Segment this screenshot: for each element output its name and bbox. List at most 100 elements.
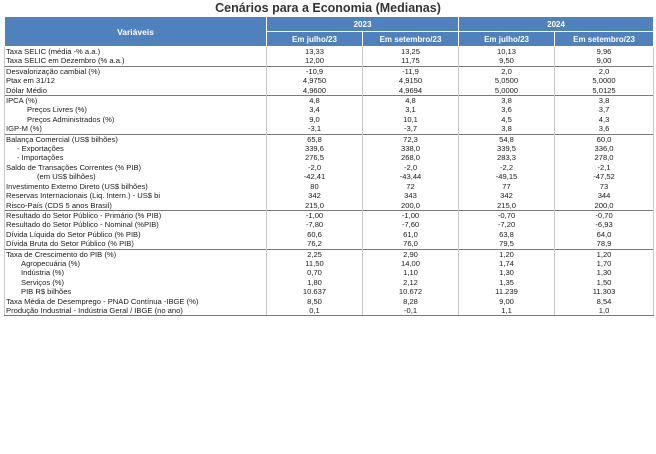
table-row: Indústria (%) 0,70 1,10 1,30 1,30 bbox=[4, 268, 655, 278]
row-label: Serviços (%) bbox=[4, 277, 267, 288]
cell-value: 9,96 bbox=[554, 46, 655, 57]
cell-value: 61,0 bbox=[361, 229, 459, 240]
cell-value: -2,2 bbox=[458, 162, 555, 173]
cell-value: 4,9150 bbox=[361, 76, 459, 86]
cell-value: 3,6 bbox=[458, 105, 555, 115]
row-label: - Exportações bbox=[4, 144, 267, 154]
cell-value: 73 bbox=[554, 181, 655, 192]
cell-value: 276,5 bbox=[266, 153, 363, 163]
cell-value: -0,70 bbox=[554, 209, 655, 221]
cell-value: -3,7 bbox=[361, 124, 459, 135]
row-label: Dívida Líquida do Setor Público (% PIB) bbox=[4, 229, 267, 240]
cell-value: -42,41 bbox=[266, 172, 363, 182]
cell-value: 3,6 bbox=[554, 124, 655, 135]
cell-value: -47,52 bbox=[554, 172, 655, 182]
cell-value: 2,90 bbox=[361, 248, 459, 259]
cell-value: 1,20 bbox=[458, 248, 555, 259]
subcol-2023-september: Em setembro/23 bbox=[361, 31, 460, 47]
cell-value: 1,0 bbox=[554, 305, 655, 317]
row-label: Desvalorização cambial (%) bbox=[4, 65, 267, 77]
cell-value: 200,0 bbox=[361, 200, 459, 211]
cell-value: 4,9750 bbox=[266, 76, 363, 86]
cell-value: 1,35 bbox=[458, 277, 555, 288]
row-label: Reservas Internacionais (Liq. Intern.) -… bbox=[4, 191, 267, 201]
cell-value: 11,75 bbox=[361, 56, 459, 67]
table-row: Desvalorização cambial (%) -10,9 -11,9 2,0 2… bbox=[4, 65, 655, 77]
table-row: Investimento Externo Direto (US$ bilhões… bbox=[4, 181, 655, 192]
cell-value: -3,1 bbox=[266, 124, 363, 135]
year-header-2023: 2023 bbox=[265, 16, 460, 32]
cell-value: 1,1 bbox=[458, 305, 555, 317]
table-row: IGP-M (%) -3,1 -3,7 3,8 3,6 bbox=[4, 124, 655, 135]
cell-value: -49,15 bbox=[458, 172, 555, 182]
table-row: Taxa SELIC (média -% a.a.) 13,33 13,25 10,1… bbox=[4, 46, 655, 57]
table-row: - Exportações 339,6 338,0 339,5 336,0 bbox=[4, 144, 655, 154]
cell-value: 1,80 bbox=[266, 277, 363, 288]
cell-value: 72 bbox=[361, 181, 459, 192]
cell-value: -6,93 bbox=[554, 220, 655, 230]
table-row: Produção Industrial - Indústria Geral / … bbox=[4, 305, 655, 317]
cell-value: 60,0 bbox=[554, 133, 655, 145]
cell-value: 78,9 bbox=[554, 239, 655, 250]
table-row: Taxa de Crescimento do PIB (%) 2,25 2,90 1,… bbox=[4, 248, 655, 259]
cell-value: 60,6 bbox=[266, 229, 363, 240]
cell-value: 283,3 bbox=[458, 153, 555, 163]
cell-value: 14,00 bbox=[361, 258, 459, 269]
cell-value: 80 bbox=[266, 181, 363, 192]
table-row: Taxa SELIC em Dezembro (% a.a.) 12,00 11,7… bbox=[4, 56, 655, 67]
table-body: Taxa SELIC (média -% a.a.) 13,33 13,25 10,1… bbox=[4, 46, 655, 317]
cell-value: -43,44 bbox=[361, 172, 459, 182]
cell-value: 2,0 bbox=[554, 65, 655, 77]
table-row: Taxa Média de Desemprego - PNAD Contínua… bbox=[4, 296, 655, 306]
cell-value: -11,9 bbox=[361, 65, 459, 77]
row-label: Taxa SELIC (média -% a.a.) bbox=[4, 46, 267, 57]
table-row: Preços Livres (%) 3,4 3,1 3,6 3,7 bbox=[4, 105, 655, 115]
cell-value: 344 bbox=[554, 191, 655, 201]
row-label: Resultado do Setor Público - Primário (%… bbox=[4, 209, 267, 221]
table-row: Dívida Líquida do Setor Público (% PIB) 6… bbox=[4, 229, 655, 240]
table-row: Risco-País (CDS 5 anos Brasil) 215,0 200,0… bbox=[4, 200, 655, 211]
cell-value: 0,70 bbox=[266, 268, 363, 278]
cell-value: 1,50 bbox=[554, 277, 655, 288]
cell-value: 338,0 bbox=[361, 144, 459, 154]
row-label: Preços Livres (%) bbox=[4, 105, 267, 115]
cell-value: 13,25 bbox=[361, 46, 459, 57]
cell-value: 1,30 bbox=[554, 268, 655, 278]
table-row: PIB R$ bilhões 10.637 10.672 11.239 11.303 bbox=[4, 287, 655, 297]
cell-value: -7,20 bbox=[458, 220, 555, 230]
cell-value: -7,60 bbox=[361, 220, 459, 230]
cell-value: 13,33 bbox=[266, 46, 363, 57]
table-row: Dívida Bruta do Setor Público (% PIB) 76,… bbox=[4, 239, 655, 250]
cell-value: 215,0 bbox=[266, 200, 363, 211]
cell-value: 278,0 bbox=[554, 153, 655, 163]
cell-value: 339,5 bbox=[458, 144, 555, 154]
cell-value: -1,00 bbox=[266, 209, 363, 221]
table-row: Dólar Médio 4,9600 4,9694 5,0000 5,0125 bbox=[4, 85, 655, 96]
cell-value: 200,0 bbox=[554, 200, 655, 211]
subcol-2024-july: Em julho/23 bbox=[458, 31, 556, 47]
cell-value: 65,8 bbox=[266, 133, 363, 145]
cell-value: 1,30 bbox=[458, 268, 555, 278]
variables-header: Variáveis bbox=[4, 16, 267, 47]
cell-value: 3,8 bbox=[554, 95, 655, 106]
cell-value: 3,1 bbox=[361, 105, 459, 115]
cell-value: 79,5 bbox=[458, 239, 555, 250]
table-row: Reservas Internacionais (Liq. Intern.) -… bbox=[4, 191, 655, 201]
cell-value: -10,9 bbox=[266, 65, 363, 77]
cell-value: 3,4 bbox=[266, 105, 363, 115]
cell-value: 12,00 bbox=[266, 56, 363, 67]
cell-value: 76,2 bbox=[266, 239, 363, 250]
cell-value: 1,70 bbox=[554, 258, 655, 269]
row-label: Resultado do Setor Público - Nominal (%P… bbox=[4, 220, 267, 230]
cell-value: 54,8 bbox=[458, 133, 555, 145]
cell-value: 342 bbox=[266, 191, 363, 201]
table-row: Serviços (%) 1,80 2,12 1,35 1,50 bbox=[4, 277, 655, 288]
cell-value: -0,1 bbox=[361, 305, 459, 317]
cell-value: 9,0 bbox=[266, 114, 363, 125]
cell-value: 10,1 bbox=[361, 114, 459, 125]
cell-value: 11.303 bbox=[554, 287, 655, 297]
cell-value: 5,0500 bbox=[458, 76, 555, 86]
cell-value: 11,50 bbox=[266, 258, 363, 269]
cell-value: -2,0 bbox=[361, 162, 459, 173]
table-row: Resultado do Setor Público - Primário (%… bbox=[4, 209, 655, 221]
